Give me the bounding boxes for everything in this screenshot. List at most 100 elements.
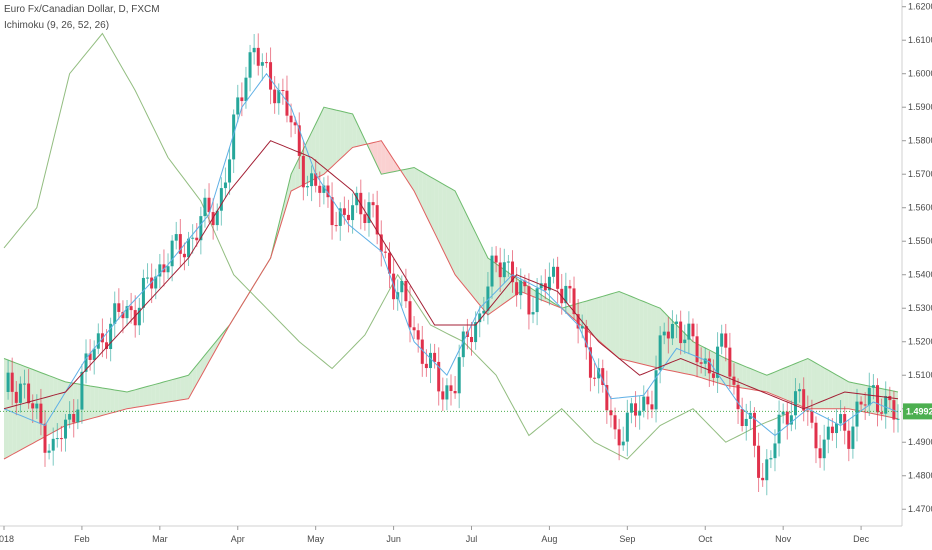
cloud-segment	[98, 387, 103, 417]
cloud-segment	[746, 366, 751, 390]
candle-up	[506, 261, 510, 263]
cloud-segment	[754, 370, 759, 391]
cloud-segment	[377, 140, 382, 175]
candle-down	[699, 362, 703, 364]
candle-up	[851, 426, 855, 449]
candle-up	[490, 255, 494, 287]
cloud-segment	[815, 363, 821, 409]
cloud-segment	[836, 374, 841, 409]
candle-up	[531, 312, 535, 315]
candle-down	[14, 391, 18, 403]
cloud-segment	[758, 371, 763, 392]
candle-down	[847, 430, 851, 449]
candle-up	[23, 383, 27, 385]
candle-down	[437, 361, 441, 392]
candle-up	[260, 62, 264, 66]
candle-up	[457, 357, 461, 394]
candle-up	[428, 352, 432, 369]
candle-down	[424, 363, 428, 369]
candle-up	[625, 412, 629, 442]
candle-down	[433, 352, 437, 362]
candle-up	[547, 276, 551, 291]
candle-down	[375, 205, 379, 235]
candle-up	[199, 216, 203, 241]
cloud-segment	[701, 345, 706, 380]
candle-up	[535, 288, 539, 313]
cloud-segment	[643, 301, 648, 366]
cloud-segment	[631, 296, 636, 363]
candle-down	[453, 391, 457, 394]
cloud-segment	[127, 390, 132, 409]
y-tick-label: 1.49000	[908, 437, 932, 447]
cloud-segment	[184, 375, 189, 400]
candle-up	[232, 114, 236, 160]
candle-up	[223, 182, 227, 189]
cloud-segment	[32, 369, 37, 444]
cloud-segment	[295, 157, 300, 189]
cloud-segment	[639, 299, 644, 365]
cloud-segment	[414, 167, 419, 200]
candle-down	[264, 62, 268, 64]
candle-up	[228, 159, 232, 183]
candle-down	[593, 377, 597, 379]
cloud-segment	[783, 366, 788, 401]
cloud-segment	[619, 291, 624, 360]
cloud-segment	[49, 375, 54, 435]
candle-up	[219, 188, 223, 211]
cloud-segment	[787, 365, 792, 403]
candle-down	[880, 412, 884, 414]
candle-down	[875, 385, 879, 413]
candle-up	[92, 348, 96, 360]
candle-up	[55, 438, 59, 440]
candle-up	[68, 414, 72, 420]
candle-down	[72, 414, 76, 423]
candle-up	[355, 192, 359, 206]
candle-down	[601, 368, 605, 385]
cloud-segment	[598, 296, 603, 345]
y-tick-label: 1.55000	[908, 236, 932, 246]
cloud-segment	[766, 373, 771, 394]
cloud-segment	[356, 122, 361, 147]
candle-down	[568, 285, 572, 289]
cloud-segment	[90, 385, 95, 419]
candle-down	[757, 445, 761, 478]
cloud-segment	[118, 390, 123, 411]
cloud-segment	[102, 387, 107, 416]
cloud-segment	[602, 295, 607, 348]
candle-down	[404, 280, 408, 302]
candle-up	[822, 439, 826, 459]
candle-up	[769, 458, 773, 460]
cloud-segment	[163, 380, 169, 403]
candle-up	[461, 331, 465, 358]
candle-down	[289, 115, 293, 123]
candle-up	[703, 358, 707, 364]
candle-up	[744, 418, 748, 427]
candle-down	[256, 47, 260, 66]
cloud-segment	[848, 381, 853, 410]
candle-up	[478, 313, 482, 323]
candle-up	[6, 372, 10, 392]
candle-down	[740, 409, 744, 427]
cloud-segment	[418, 169, 423, 208]
candle-up	[777, 414, 781, 444]
candle-up	[519, 280, 523, 296]
candle-down	[105, 342, 109, 350]
cloud-segment	[750, 368, 755, 390]
candle-up	[502, 262, 506, 278]
cloud-segment	[684, 333, 689, 375]
cloud-segment	[459, 199, 464, 285]
y-tick-label: 1.51000	[908, 370, 932, 380]
candle-up	[629, 403, 633, 413]
cloud-segment	[627, 294, 632, 362]
candle-up	[367, 202, 371, 224]
cloud-segment	[24, 366, 29, 448]
y-tick-label: 1.59000	[908, 102, 932, 112]
senkou-span-b-line	[3, 140, 899, 460]
cloud-segment	[217, 335, 222, 348]
cloud-segment	[69, 382, 74, 425]
cloud-segment	[168, 379, 173, 403]
y-tick-label: 1.62000	[908, 2, 932, 12]
cloud-segment	[774, 370, 780, 398]
cloud-segment	[327, 108, 333, 171]
